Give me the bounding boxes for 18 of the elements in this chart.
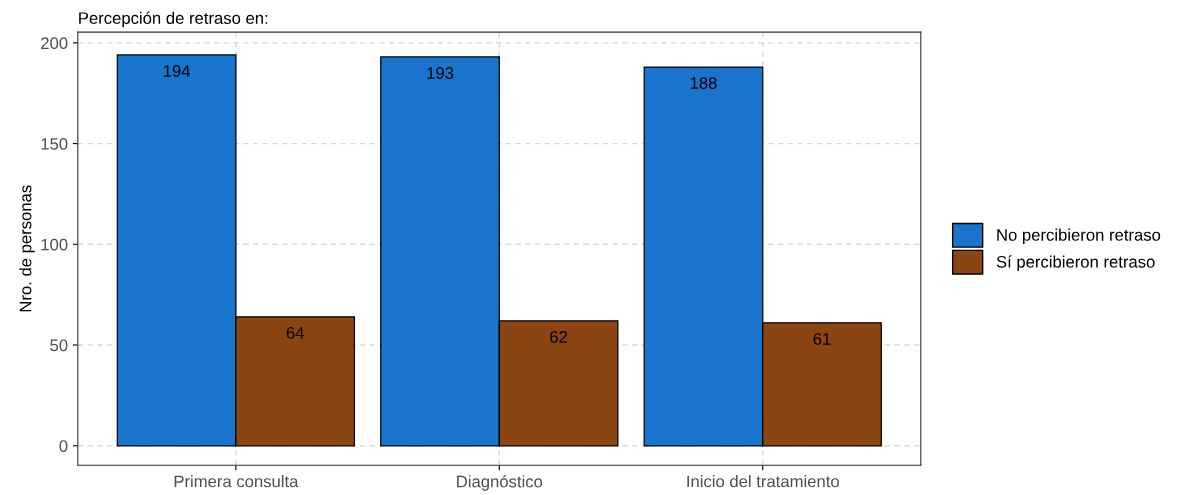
y-tick-label: 50 [50, 339, 68, 352]
legend-label: Sí percibieron retraso [996, 255, 1155, 272]
data-label: 193 [427, 67, 454, 79]
y-tick-label: 150 [41, 137, 68, 150]
y-axis-title: Nro. de personas [19, 185, 35, 312]
legend-label: No percibieron retraso [997, 228, 1161, 245]
data-label: 194 [163, 65, 191, 77]
x-tick-label: Diagnóstico [457, 475, 543, 491]
data-label: 62 [550, 331, 568, 343]
x-tick-label: Inicio del tratamiento [687, 475, 839, 488]
data-label: 64 [286, 326, 304, 339]
y-tick-label: 200 [41, 37, 68, 50]
data-label: 188 [690, 77, 717, 89]
x-tick-label: Primera consulta [174, 475, 299, 488]
y-tick-label: 100 [41, 238, 68, 251]
data-label: 61 [813, 333, 831, 345]
y-tick-label: 0 [59, 440, 68, 452]
chart-title: Percepción de retraso en: [79, 11, 268, 28]
